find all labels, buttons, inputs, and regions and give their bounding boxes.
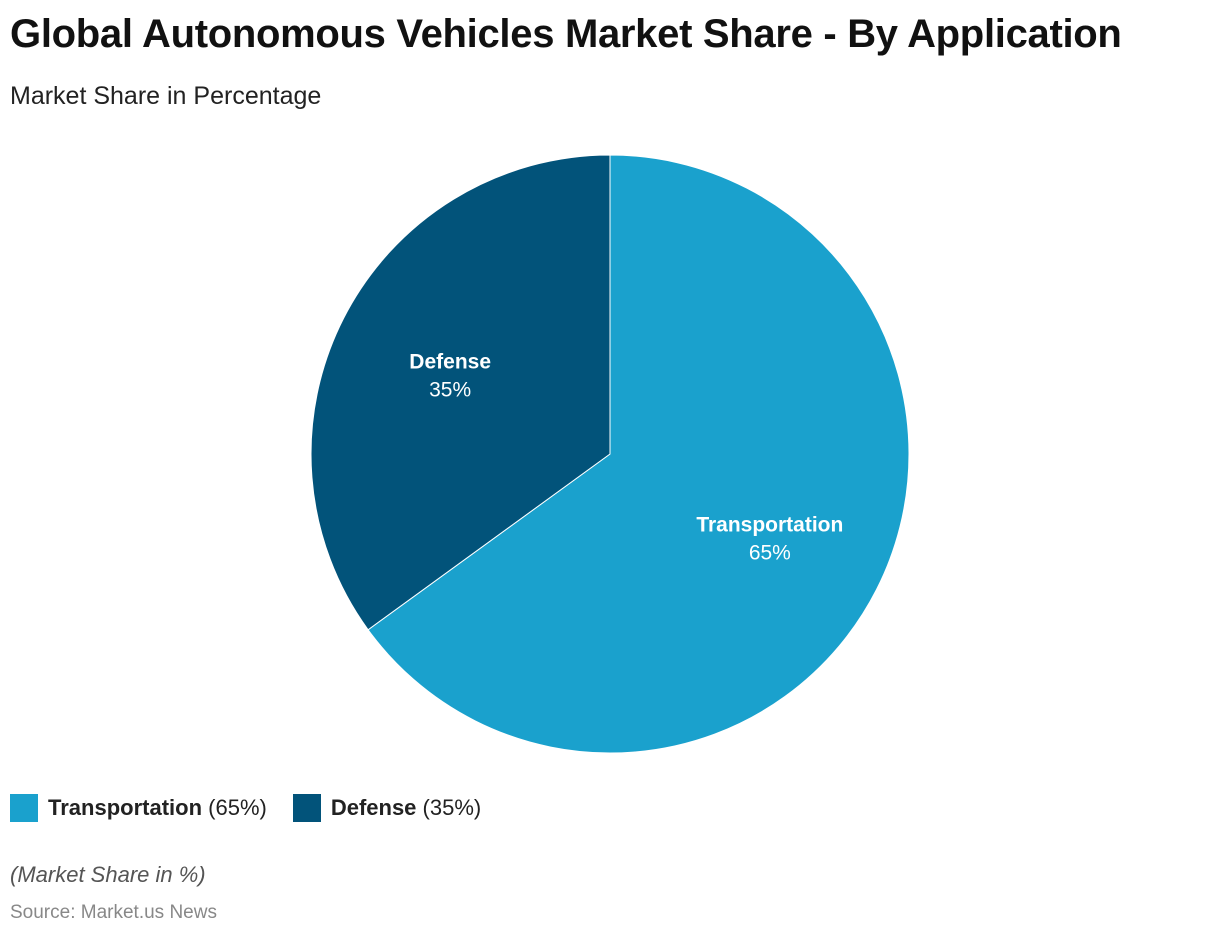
pie-slice-defense [310,154,611,631]
chart-subtitle: Market Share in Percentage [10,82,322,110]
legend-item-transportation: Transportation (65%) [10,794,267,822]
chart-source: Source: Market.us News [10,902,217,923]
pie-slice-transportation [367,154,910,754]
slice-value: 65% [749,541,791,564]
legend-item-defense: Defense (35%) [292,794,482,822]
legend-swatch [292,794,321,822]
pie-chart: Transportation 65% Defense 35% [310,154,910,754]
chart-title: Global Autonomous Vehicles Market Share … [10,12,1122,56]
legend-label: Transportation [48,795,203,820]
chart-note: (Market Share in %) [10,862,206,887]
legend: Transportation (65%) Defense (35%) [10,794,481,822]
slice-label: Transportation [696,513,843,536]
legend-label: Defense [330,795,417,820]
slice-label: Defense [409,351,491,374]
slice-value: 35% [429,379,471,402]
legend-swatch [10,794,38,822]
legend-value: (65%) [208,795,267,820]
legend-value: (35%) [422,795,482,820]
